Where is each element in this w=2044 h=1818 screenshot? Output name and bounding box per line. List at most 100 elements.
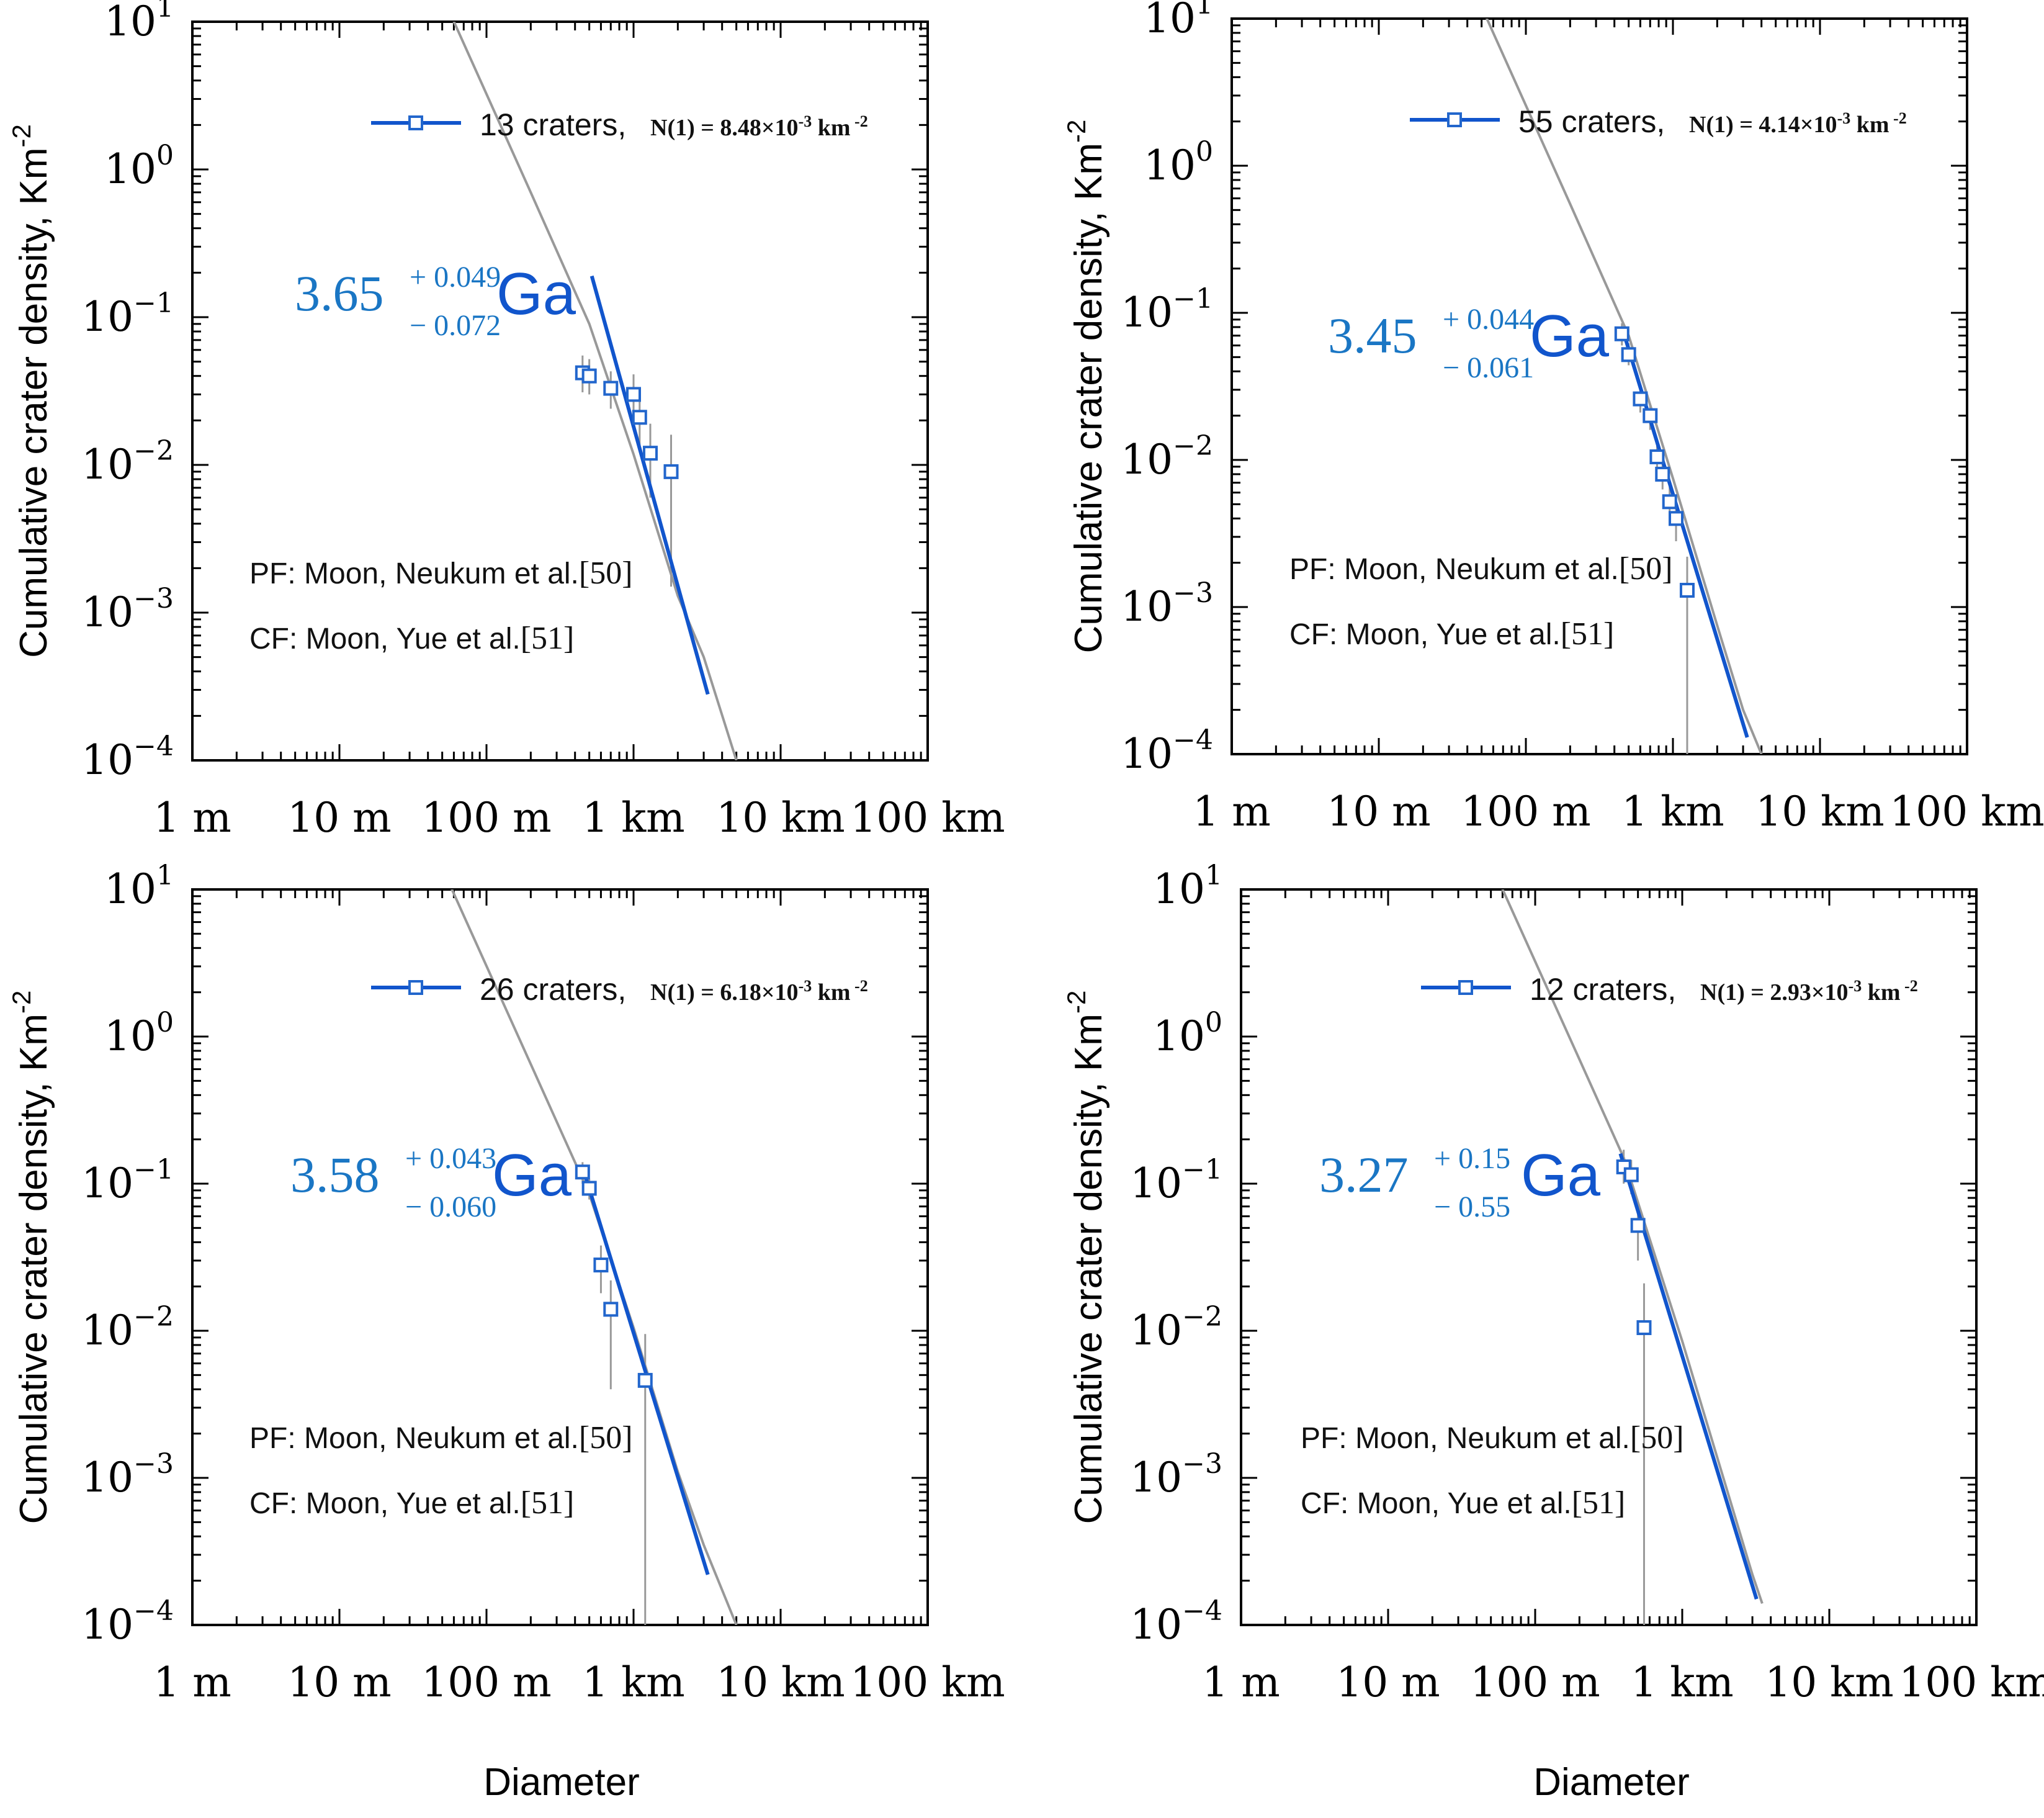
- age-minus-error: − 0.060: [405, 1190, 496, 1223]
- y-tick-label: 10−2: [81, 1301, 174, 1354]
- data-point: [1643, 408, 1658, 423]
- age-minus-error: − 0.072: [410, 309, 501, 342]
- y-axis-title-text: Cumulative crater density, Km: [1067, 1014, 1110, 1524]
- legend-marker: [408, 980, 423, 995]
- plot-frame: [1230, 17, 1968, 755]
- legend-n1-unit-exponent: -2: [851, 112, 868, 130]
- age-value: 3.58: [290, 1146, 380, 1203]
- age-minus-error: − 0.061: [1443, 351, 1534, 384]
- plot-area: [1485, 19, 1763, 754]
- x-axis-title-left: Diameter: [483, 1761, 640, 1804]
- y-tick-label: 10−2: [81, 435, 174, 488]
- y-tick-label: 100: [1144, 136, 1213, 189]
- legend-crater-count: 12 craters,: [1530, 972, 1676, 1007]
- y-tick-exponent: −4: [133, 1595, 174, 1627]
- legend-n1-exponent: -3: [1849, 977, 1862, 995]
- x-tick-label: 100 km: [850, 1658, 1005, 1706]
- x-tick-label: 1 km: [582, 1658, 685, 1706]
- x-tick-label: 100 km: [1899, 1658, 2044, 1706]
- legend-n1: N(1) = 4.14×10-3 km -2: [1689, 109, 1907, 138]
- data-point: [1662, 494, 1677, 510]
- legend-marker: [1447, 112, 1462, 127]
- legend-n1-unit-exponent: -2: [851, 977, 868, 995]
- y-tick-exponent: 1: [156, 860, 174, 891]
- x-tick-label: 10 km: [716, 1658, 845, 1706]
- legend: 12 craters, N(1) = 2.93×10-3 km -2: [1421, 972, 1918, 1007]
- y-tick-exponent: −3: [133, 1448, 174, 1480]
- data-point: [1614, 326, 1629, 341]
- y-tick-exponent: −1: [1182, 1154, 1222, 1186]
- x-tick-label: 1 km: [582, 794, 685, 842]
- y-tick-exponent: −1: [1173, 283, 1213, 315]
- data-point: [1636, 1320, 1652, 1335]
- pf-label-text: PF: Moon, Neukum et al.: [1289, 553, 1619, 586]
- chronology-function-label: CF: Moon, Yue et al.[51]: [249, 1485, 574, 1521]
- legend-n1-unit: km: [1850, 112, 1889, 138]
- y-tick-exponent: −2: [133, 1301, 174, 1333]
- y-axis-title: Cumulative crater density, Km-2: [7, 124, 55, 658]
- plot-frame: [191, 20, 929, 762]
- age-unit: Ga: [492, 1142, 572, 1208]
- y-tick-exponent: 0: [1196, 136, 1213, 168]
- cf-reference: [51]: [521, 621, 575, 656]
- legend: 26 craters, N(1) = 6.18×10-3 km -2: [371, 972, 868, 1007]
- legend-crater-count: 55 craters,: [1518, 104, 1665, 139]
- age-unit: Ga: [1530, 303, 1610, 369]
- y-tick-label: 10−2: [1130, 1301, 1222, 1354]
- age-value: 3.45: [1328, 307, 1417, 364]
- y-tick-exponent: −3: [1182, 1448, 1222, 1480]
- y-tick-base: 10: [1153, 865, 1205, 913]
- data-point: [593, 1258, 609, 1273]
- y-tick-base: 10: [1121, 730, 1173, 778]
- plot-frame: [1240, 888, 1978, 1626]
- y-tick-base: 10: [104, 865, 156, 913]
- x-tick-label: 10 m: [1336, 1658, 1440, 1706]
- legend-crater-count: 13 craters,: [480, 107, 626, 142]
- pf-reference: [50]: [579, 556, 633, 591]
- y-tick-exponent: −3: [133, 583, 174, 614]
- cf-label-text: CF: Moon, Yue et al.: [1301, 1487, 1572, 1520]
- legend-n1-text: N(1) = 4.14×10: [1689, 112, 1837, 138]
- y-tick-exponent: 0: [156, 1007, 174, 1038]
- y-tick-exponent: 0: [156, 140, 174, 171]
- y-tick-exponent: 0: [1205, 1007, 1222, 1038]
- x-tick-label: 10 m: [1327, 788, 1431, 835]
- pf-reference: [50]: [579, 1420, 633, 1456]
- y-tick-label: 10−3: [1121, 577, 1213, 631]
- y-axis-title: Cumulative crater density, Km-2: [1062, 991, 1110, 1524]
- data-point: [603, 380, 619, 396]
- y-tick-base: 10: [104, 1012, 156, 1060]
- y-tick-base: 10: [1144, 0, 1196, 42]
- y-tick-label: 101: [104, 0, 174, 45]
- x-axis-title-right: Diameter: [1533, 1761, 1690, 1804]
- data-point: [632, 410, 647, 425]
- age-unit: Ga: [496, 261, 576, 327]
- age-unit: Ga: [1521, 1142, 1601, 1208]
- data-point: [575, 1164, 590, 1180]
- y-tick-label: 10−4: [81, 731, 174, 784]
- age-annotation: 3.27 + 0.15 − 0.55 Ga: [1319, 1142, 1601, 1223]
- x-tick-label: 1 m: [153, 794, 231, 842]
- cf-reference: [51]: [1572, 1485, 1626, 1521]
- y-tick-base: 10: [1121, 436, 1173, 484]
- legend-n1-unit: km: [812, 115, 850, 141]
- y-tick-base: 10: [81, 441, 133, 488]
- production-function-label: PF: Moon, Neukum et al.[50]: [1289, 551, 1673, 587]
- legend: 55 craters, N(1) = 4.14×10-3 km -2: [1410, 104, 1907, 139]
- legend-crater-count: 26 craters,: [480, 972, 626, 1007]
- legend-n1-unit-exponent: -2: [1901, 977, 1918, 995]
- x-tick-label: 100 m: [1461, 788, 1591, 835]
- y-tick-exponent: −2: [1182, 1301, 1222, 1333]
- pf-label-text: PF: Moon, Neukum et al.: [1301, 1422, 1630, 1455]
- y-tick-exponent: −1: [133, 287, 174, 319]
- data-point: [1649, 449, 1665, 464]
- legend-n1-text: N(1) = 8.48×10: [650, 115, 799, 141]
- production-function-curve: [452, 22, 738, 760]
- data-point: [581, 368, 597, 384]
- y-tick-label: 10−4: [1130, 1595, 1222, 1649]
- pf-reference: [50]: [1619, 551, 1673, 587]
